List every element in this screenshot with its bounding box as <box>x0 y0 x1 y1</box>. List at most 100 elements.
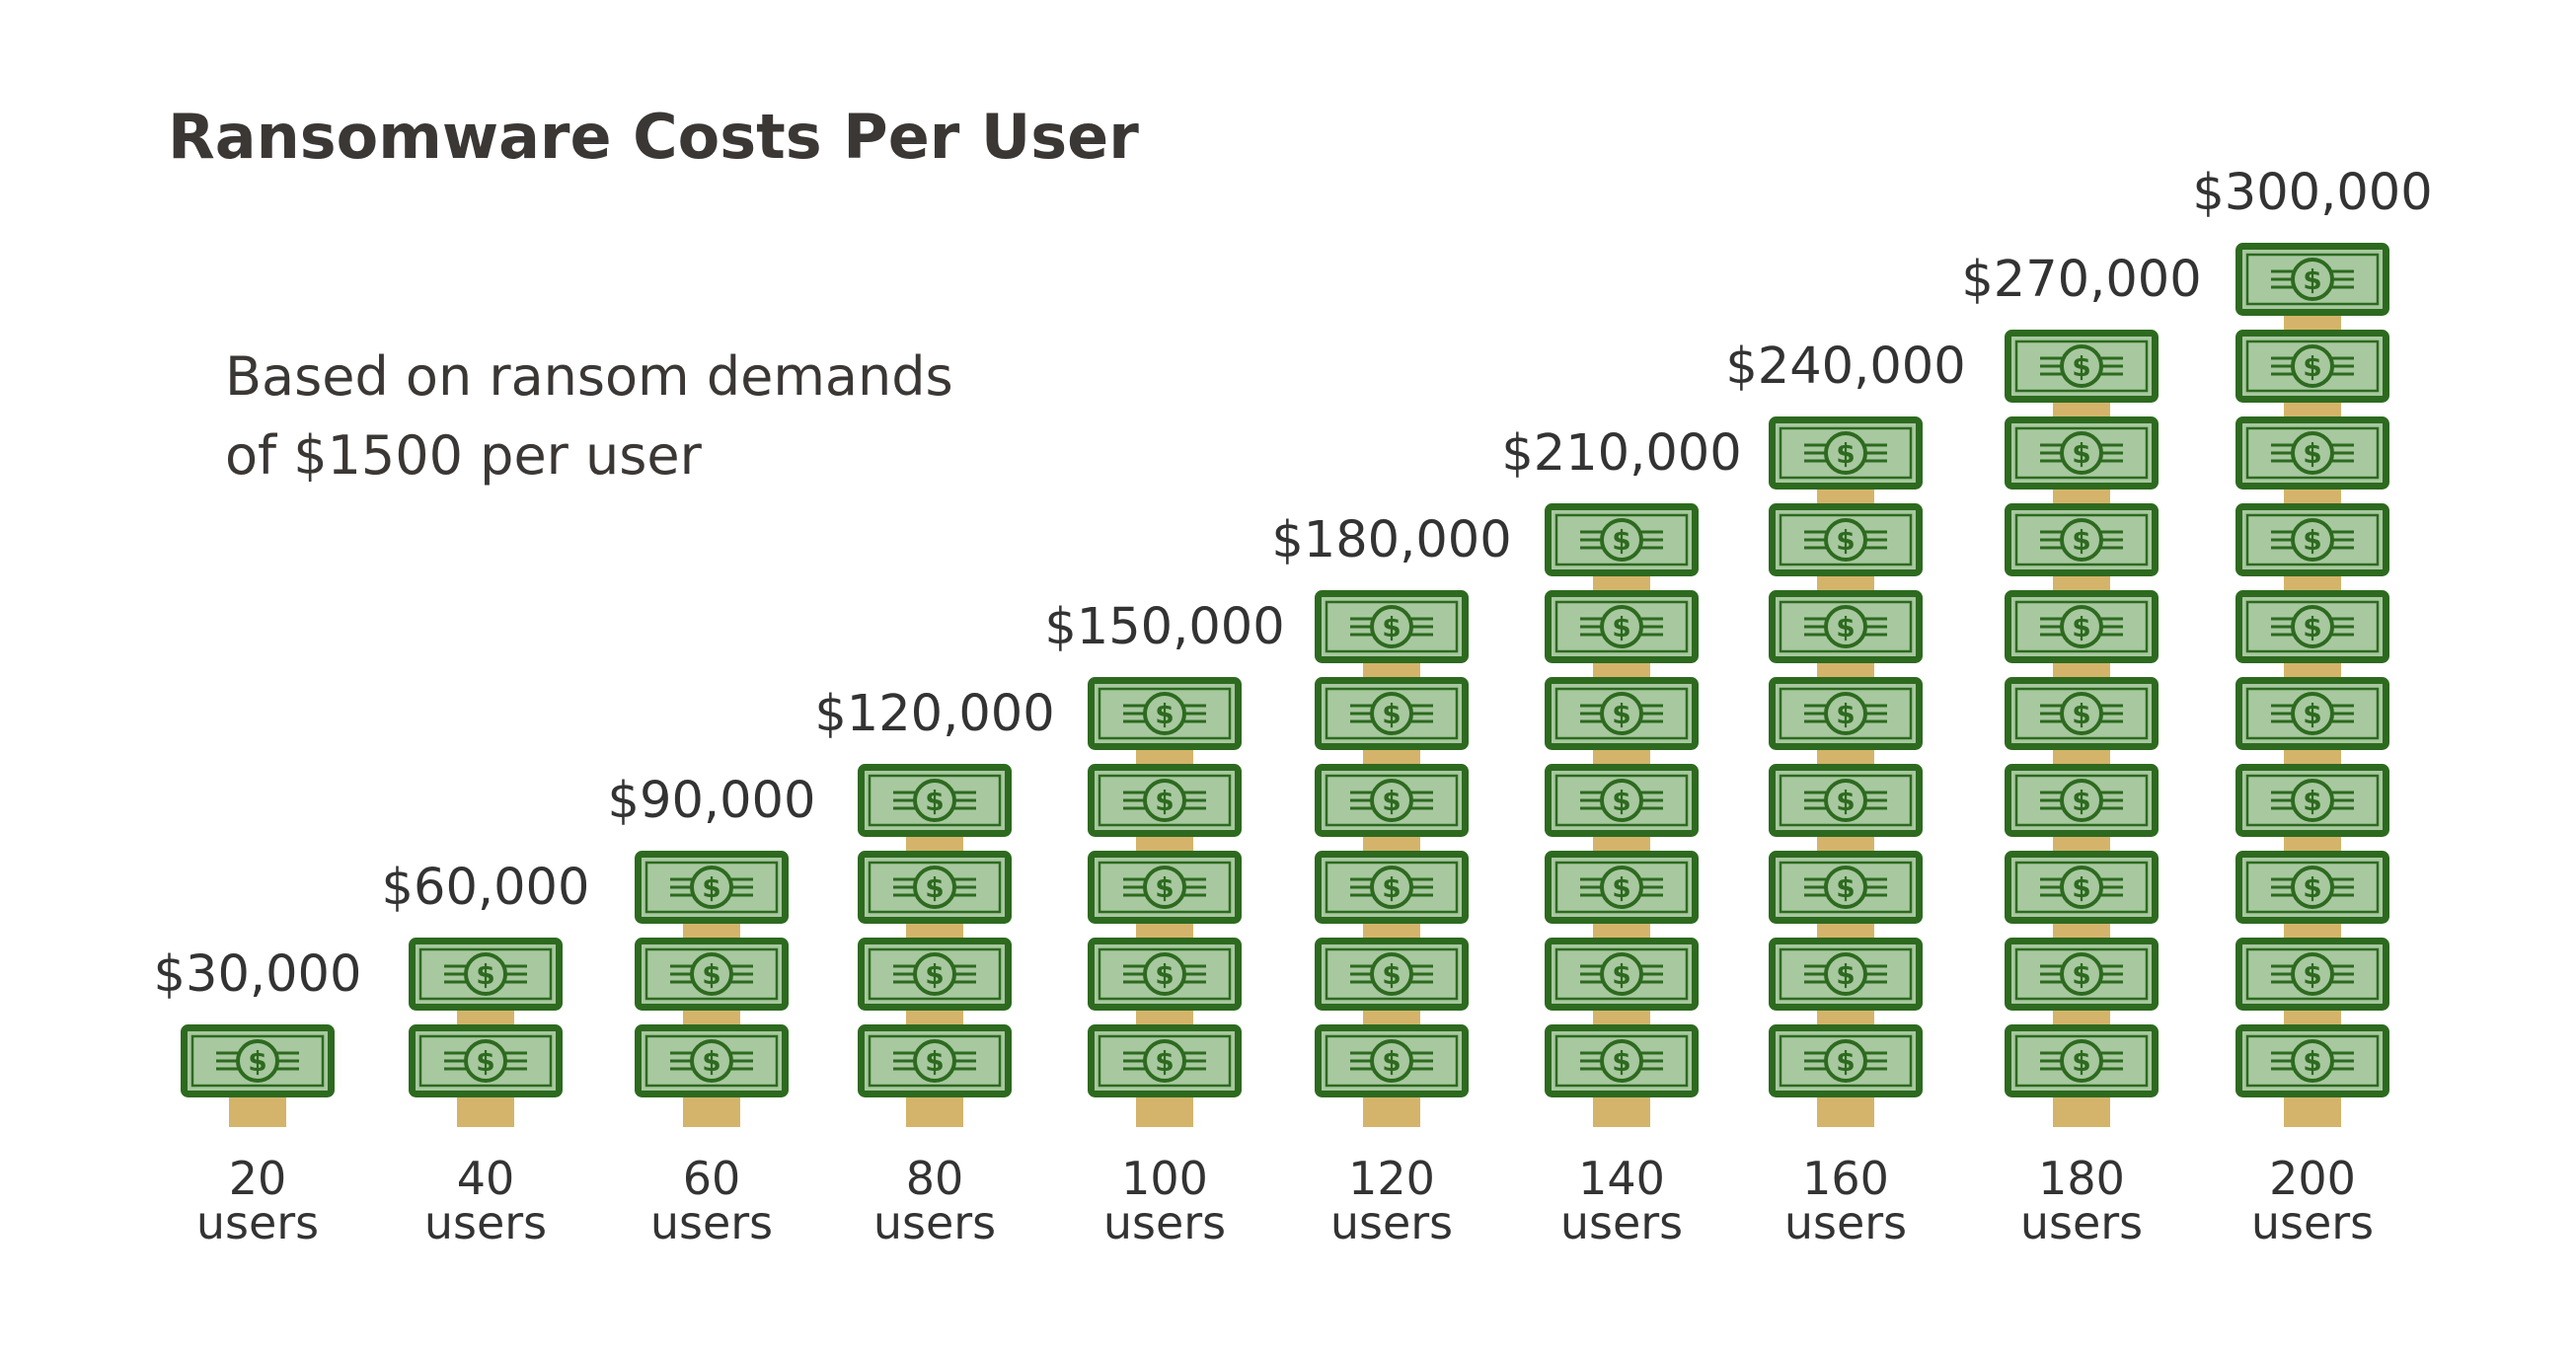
svg-text:$: $ <box>2072 1045 2090 1078</box>
dollar-bill-icon: $ <box>409 1024 563 1097</box>
category-label-number: 40 <box>457 1152 515 1205</box>
dollar-bill-icon: $ <box>1088 764 1242 837</box>
dollar-bill-icon: $ <box>1315 677 1469 750</box>
svg-text:$: $ <box>1612 785 1630 817</box>
dollar-bill-icon: $ <box>858 764 1012 837</box>
svg-text:$: $ <box>1155 1045 1174 1078</box>
svg-text:$: $ <box>2072 785 2090 817</box>
dollar-bill-icon: $ <box>1545 764 1699 837</box>
svg-text:$: $ <box>2303 1045 2321 1078</box>
svg-text:$: $ <box>2072 611 2090 643</box>
dollar-bill-icon: $ <box>1769 764 1923 837</box>
category-label-unit: users <box>1784 1196 1907 1249</box>
dollar-bill-icon: $ <box>1545 1024 1699 1097</box>
dollar-bill-icon: $ <box>2005 938 2159 1011</box>
svg-text:$: $ <box>2072 524 2090 557</box>
dollar-bill-icon: $ <box>409 938 563 1011</box>
category-label-number: 20 <box>229 1152 287 1205</box>
dollar-bill-icon: $ <box>1769 677 1923 750</box>
value-labels: $30,000 $60,000 $90,000 $120,000 $150,000 $18… <box>154 164 2433 1004</box>
dollar-bill-icon: $ <box>2235 851 2389 924</box>
dollar-bill-icon: $ <box>2005 1024 2159 1097</box>
dollar-bill-icon: $ <box>1545 677 1699 750</box>
svg-text:$: $ <box>702 958 720 991</box>
value-label: $60,000 <box>382 859 590 917</box>
svg-text:$: $ <box>1836 871 1855 904</box>
value-label: $150,000 <box>1044 598 1284 656</box>
category-label-unit: users <box>2251 1196 2374 1249</box>
chart-title: Ransomware Costs Per User <box>168 101 1139 173</box>
svg-text:$: $ <box>1836 437 1855 470</box>
category-label-unit: users <box>873 1196 996 1249</box>
dollar-bill-icon: $ <box>1769 503 1923 576</box>
dollar-bill-icon: $ <box>2235 416 2389 490</box>
svg-text:$: $ <box>1382 1045 1401 1078</box>
chart-subtitle-line-2: of $1500 per user <box>225 424 703 487</box>
dollar-bill-icon: $ <box>635 851 789 924</box>
svg-text:$: $ <box>1612 958 1630 991</box>
dollar-bill-icon: $ <box>1545 938 1699 1011</box>
svg-text:$: $ <box>2303 871 2321 904</box>
svg-text:$: $ <box>1836 1045 1855 1078</box>
svg-text:$: $ <box>2072 958 2090 991</box>
bar-180-users: $ $ $ $ $ $ $ $ $ <box>2005 330 2159 1127</box>
svg-text:$: $ <box>1836 611 1855 643</box>
svg-text:$: $ <box>1612 1045 1630 1078</box>
dollar-bill-icon: $ <box>1545 503 1699 576</box>
svg-text:$: $ <box>1155 785 1174 817</box>
dollar-bill-icon: $ <box>1769 416 1923 490</box>
svg-text:$: $ <box>2303 958 2321 991</box>
svg-text:$: $ <box>2303 524 2321 557</box>
svg-text:$: $ <box>2303 611 2321 643</box>
category-label-number: 80 <box>906 1152 964 1205</box>
svg-text:$: $ <box>1836 785 1855 817</box>
dollar-bill-icon: $ <box>1769 938 1923 1011</box>
dollar-bill-icon: $ <box>2235 330 2389 403</box>
dollar-bill-icon: $ <box>1769 851 1923 924</box>
category-label-unit: users <box>650 1196 773 1249</box>
svg-text:$: $ <box>1155 698 1174 730</box>
dollar-bill-icon: $ <box>1315 938 1469 1011</box>
dollar-bill-icon: $ <box>1769 590 1923 663</box>
dollar-bill-icon: $ <box>1315 851 1469 924</box>
svg-text:$: $ <box>1836 524 1855 557</box>
dollar-bill-icon: $ <box>2005 330 2159 403</box>
svg-text:$: $ <box>2303 350 2321 383</box>
value-label: $270,000 <box>1961 251 2201 309</box>
bill-stacks: $ $ $ $ $ $ $ $ $ $ $ $ $ $ $ $ $ $ $ $ $ $ $ $ $ $ $ $ $ $ $ $ $ $ $ $ $ $ $ $… <box>181 243 2389 1127</box>
value-label: $210,000 <box>1501 424 1741 483</box>
svg-text:$: $ <box>2303 264 2321 296</box>
value-label: $90,000 <box>608 772 816 830</box>
svg-text:$: $ <box>2072 350 2090 383</box>
value-label: $30,000 <box>154 945 362 1004</box>
chart-subtitle-line-1: Based on ransom demands <box>225 345 953 408</box>
dollar-bill-icon: $ <box>1315 1024 1469 1097</box>
svg-text:$: $ <box>925 785 944 817</box>
svg-text:$: $ <box>1612 698 1630 730</box>
svg-text:$: $ <box>1155 871 1174 904</box>
svg-text:$: $ <box>1382 871 1401 904</box>
svg-text:$: $ <box>1382 611 1401 643</box>
bar-200-users: $ $ $ $ $ $ $ $ $ $ <box>2235 243 2389 1127</box>
dollar-bill-icon: $ <box>2005 503 2159 576</box>
value-label: $240,000 <box>1725 338 1965 396</box>
svg-text:$: $ <box>1612 524 1630 557</box>
category-label-number: 120 <box>1348 1152 1435 1205</box>
dollar-bill-icon: $ <box>1545 590 1699 663</box>
svg-text:$: $ <box>476 1045 494 1078</box>
dollar-bill-icon: $ <box>858 1024 1012 1097</box>
svg-text:$: $ <box>1836 958 1855 991</box>
bar-120-users: $ $ $ $ $ $ <box>1315 590 1469 1127</box>
svg-text:$: $ <box>925 958 944 991</box>
dollar-bill-icon: $ <box>2005 677 2159 750</box>
dollar-bill-icon: $ <box>2005 590 2159 663</box>
svg-text:$: $ <box>1612 871 1630 904</box>
value-label: $300,000 <box>2192 164 2432 222</box>
dollar-bill-icon: $ <box>2005 851 2159 924</box>
dollar-bill-icon: $ <box>1545 851 1699 924</box>
dollar-bill-icon: $ <box>2235 503 2389 576</box>
svg-text:$: $ <box>702 1045 720 1078</box>
bar-100-users: $ $ $ $ $ <box>1088 677 1242 1127</box>
dollar-bill-icon: $ <box>2235 764 2389 837</box>
